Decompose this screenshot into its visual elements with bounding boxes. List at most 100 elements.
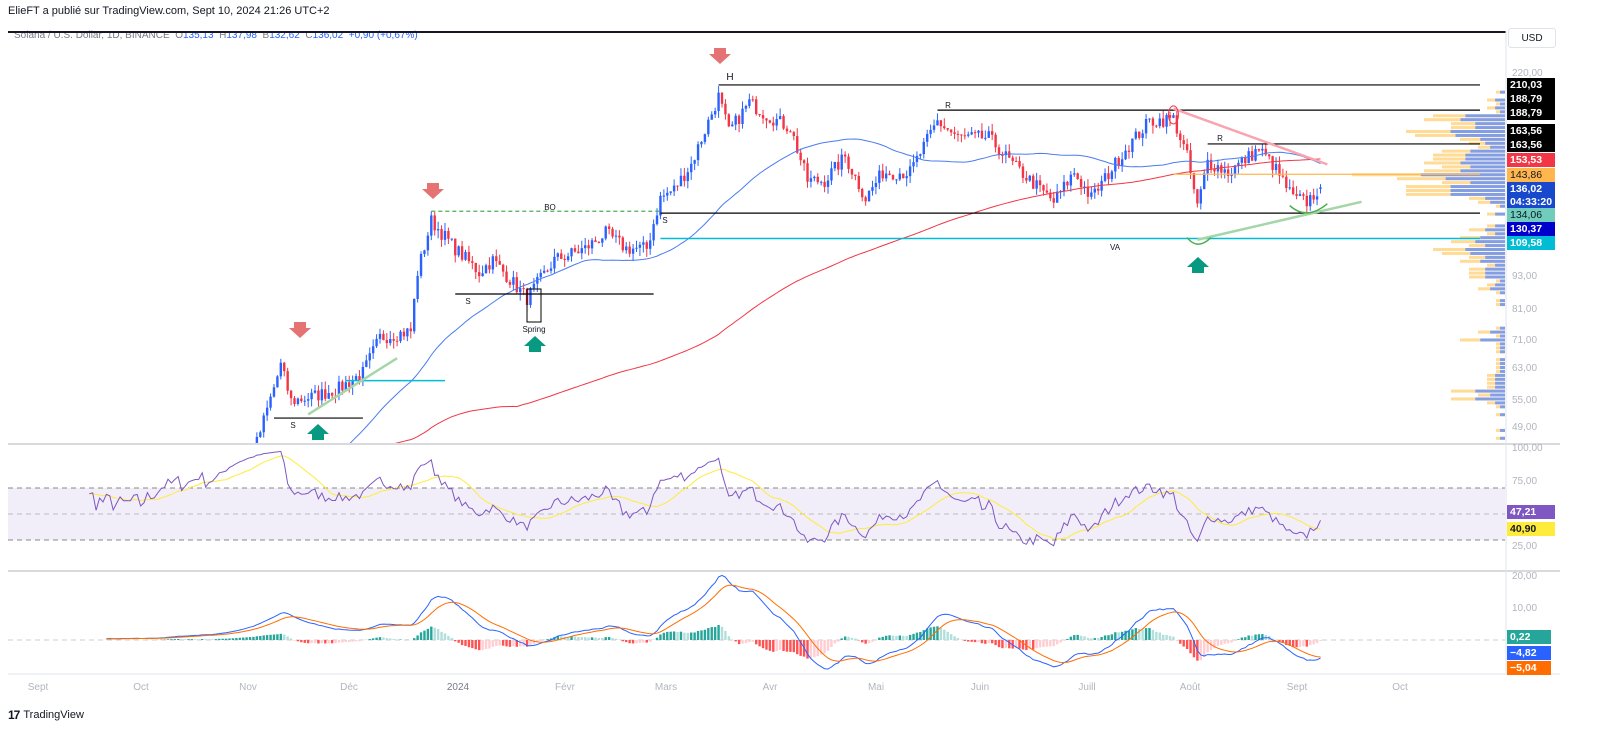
candle-body	[1168, 115, 1172, 118]
candle-body	[1083, 186, 1086, 188]
macd-histogram-bar	[1291, 640, 1295, 647]
candle-body	[748, 99, 751, 106]
macd-histogram-bar	[1254, 634, 1257, 640]
candle-body	[778, 116, 782, 120]
rsi-line	[89, 450, 1321, 547]
volume-profile-down	[1470, 251, 1505, 255]
candle-body	[201, 552, 203, 565]
rsi-tick: 75,00	[1512, 475, 1538, 487]
macd-histogram-bar	[573, 636, 577, 640]
candle-body	[433, 215, 436, 231]
macd-histogram-bar	[963, 640, 967, 641]
price-tag: 136,02	[1507, 182, 1555, 196]
candle-body	[365, 360, 368, 367]
candle-body	[501, 264, 505, 272]
macd-histogram-bar	[1107, 635, 1110, 640]
macd-histogram-bar	[761, 640, 765, 649]
up-arrow-icon	[1187, 257, 1209, 273]
macd-histogram-bar	[423, 630, 426, 640]
candle-body	[1021, 166, 1025, 178]
time-tick: Mars	[654, 682, 678, 693]
candle-body	[133, 613, 135, 618]
candle-body	[837, 161, 840, 170]
volume-profile-down	[1495, 377, 1505, 381]
currency-button[interactable]: USD	[1508, 28, 1556, 48]
candle-body	[204, 552, 206, 561]
candle-body	[884, 173, 888, 179]
macd-histogram-bar	[447, 635, 450, 640]
macd-histogram-bar	[1216, 640, 1220, 646]
candle-body	[1281, 175, 1285, 177]
macd-histogram-bar	[419, 632, 423, 640]
candle-body	[1244, 157, 1247, 164]
candle-body	[710, 114, 713, 120]
rsi-tick: 100,00	[1512, 443, 1543, 454]
candle-body	[700, 141, 703, 145]
candle-body	[1014, 161, 1018, 163]
volume-profile-down	[1495, 641, 1505, 644]
macd-histogram-bar	[392, 639, 395, 640]
label-s: S	[290, 421, 296, 430]
candle-body	[150, 606, 152, 610]
price-tick: 93,00	[1512, 271, 1538, 283]
candle-body	[669, 191, 672, 193]
volume-profile-down	[1500, 436, 1505, 440]
macd-histogram-bar	[242, 637, 245, 640]
candle-body	[560, 253, 563, 259]
candle-body	[645, 242, 648, 249]
volume-profile-down	[1480, 236, 1505, 240]
macd-histogram-bar	[501, 640, 505, 646]
volume-profile-down	[1485, 255, 1505, 259]
candle-body	[385, 340, 389, 344]
time-tick: Sept	[1286, 682, 1308, 693]
candle-body	[854, 174, 857, 176]
volume-profile-down	[1495, 381, 1505, 385]
macd-histogram-bar	[546, 639, 549, 640]
macd-histogram-bar	[1055, 640, 1059, 645]
macd-histogram-bar	[197, 639, 200, 640]
candle-body	[1298, 194, 1302, 196]
signal-arrows	[289, 48, 1209, 440]
down-arrow-icon	[289, 322, 311, 338]
volume-profile-down	[1485, 228, 1505, 232]
macd-histogram-bar	[850, 637, 854, 640]
candle-body	[570, 248, 573, 257]
macd-histogram-bar	[1083, 636, 1086, 640]
candle-body	[211, 550, 213, 553]
macd-histogram-bar	[1066, 638, 1069, 640]
candle-body	[539, 272, 542, 278]
volume-profile-down	[1495, 106, 1505, 110]
candle-body	[577, 251, 580, 254]
price-tag: 143,86	[1507, 168, 1555, 182]
candle-body	[71, 630, 73, 633]
macd-histogram-bar	[936, 626, 939, 640]
candle-body	[1049, 192, 1052, 199]
macd-histogram-bar	[679, 631, 683, 640]
macd-histogram-bar	[785, 640, 789, 652]
macd-histogram-bar	[515, 640, 518, 647]
macd-histogram-bar	[262, 635, 265, 640]
candle-body	[1274, 164, 1278, 170]
macd-histogram-bar	[1185, 640, 1189, 650]
macd-histogram-bar	[228, 638, 231, 640]
candle-body	[926, 133, 929, 142]
candle-body	[491, 256, 495, 270]
macd-histogram-bar	[269, 634, 272, 640]
macd-histogram-bar	[645, 640, 648, 643]
macd-histogram-bar	[843, 636, 847, 640]
candle-body	[789, 131, 792, 133]
price-tag: 163,56	[1507, 124, 1555, 138]
candle-body	[584, 245, 587, 249]
candle-body	[1066, 181, 1069, 186]
candle-body	[109, 619, 111, 620]
candle-body	[1138, 131, 1141, 138]
macd-tag: −5,04	[1507, 661, 1551, 675]
tradingview-logo[interactable]: 17 TradingView	[8, 708, 84, 722]
candle-body	[1090, 192, 1093, 197]
macd-histogram-bar	[320, 640, 324, 644]
macd-histogram-bar	[218, 638, 221, 640]
candle-body	[1192, 172, 1196, 190]
candle-body	[40, 633, 42, 647]
macd-histogram-bar	[744, 640, 748, 644]
